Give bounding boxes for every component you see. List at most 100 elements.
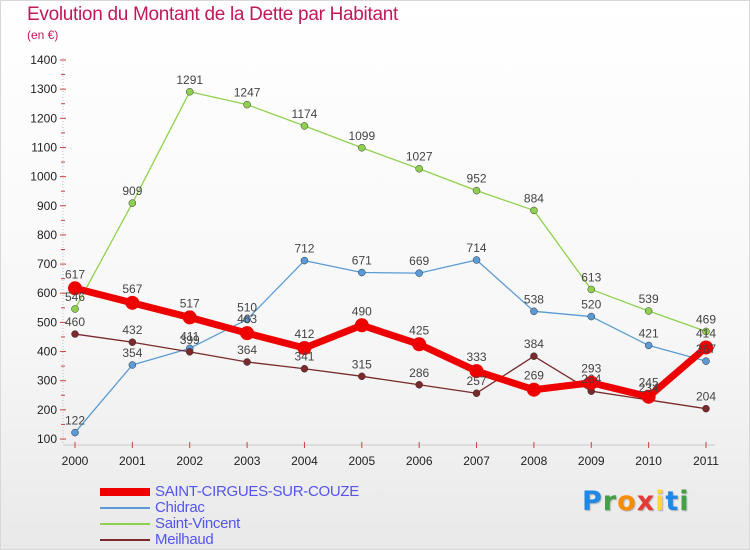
data-point-meilhaud <box>530 352 538 360</box>
data-label-saint-cirgues-sur-couze: 490 <box>352 304 372 318</box>
data-label-chidrac: 354 <box>122 346 142 360</box>
data-point-saint-vincent <box>644 307 653 315</box>
data-label-saint-vincent: 952 <box>467 172 487 186</box>
data-label-meilhaud: 264 <box>581 372 601 386</box>
series-line-meilhaud <box>74 333 707 410</box>
data-point-chidrac <box>128 361 137 369</box>
data-point-meilhaud <box>128 338 137 346</box>
data-point-saint-vincent <box>300 122 309 130</box>
data-label-chidrac: 411 <box>180 329 199 343</box>
y-tick-label: 500 <box>37 315 57 329</box>
legend-swatch <box>100 523 150 525</box>
legend-label: SAINT-CIRGUES-SUR-COUZE <box>155 483 359 500</box>
y-tick-label: 700 <box>37 257 57 271</box>
x-tick-label: 2000 <box>62 454 89 468</box>
x-tick-label: 2006 <box>406 454 433 468</box>
data-point-saint-cirgues-sur-couze <box>412 337 427 352</box>
data-point-saint-cirgues-sur-couze <box>125 295 140 310</box>
data-label-meilhaud: 399 <box>180 333 200 347</box>
data-label-saint-cirgues-sur-couze: 425 <box>409 323 429 337</box>
x-tick-label: 2007 <box>463 454 490 468</box>
y-tick-label: 800 <box>37 228 57 242</box>
data-label-saint-cirgues-sur-couze: 463 <box>237 312 257 326</box>
data-point-chidrac <box>71 428 79 437</box>
y-tick-label: 200 <box>37 403 57 417</box>
data-label-chidrac: 712 <box>294 242 314 256</box>
logo-letter: P <box>582 486 603 517</box>
data-label-meilhaud: 204 <box>696 390 716 404</box>
axes-group: 100 200 300 400 500 600 700 800 900 1000 1100 1200 1… <box>30 53 719 468</box>
data-point-saint-vincent <box>472 186 481 195</box>
data-label-meilhaud: 432 <box>122 323 142 337</box>
data-point-saint-cirgues-sur-couze <box>182 310 197 325</box>
y-tick-label: 100 <box>37 432 57 446</box>
data-point-saint-cirgues-sur-couze <box>469 364 484 379</box>
data-label-meilhaud: 315 <box>352 357 372 371</box>
data-label-chidrac: 122 <box>65 414 85 428</box>
data-label-saint-cirgues-sur-couze: 412 <box>294 327 314 341</box>
data-label-chidrac: 538 <box>524 292 544 306</box>
data-point-meilhaud <box>71 330 79 338</box>
x-tick-label: 2001 <box>119 454 146 468</box>
series-lines <box>68 88 713 437</box>
x-tick-label: 2010 <box>635 454 662 468</box>
y-tick-label: 1000 <box>30 170 57 184</box>
y-tick-label: 400 <box>37 345 57 359</box>
data-point-meilhaud <box>472 389 481 397</box>
legend-label: Meilhaud <box>155 531 214 548</box>
data-point-chidrac <box>472 256 481 264</box>
data-label-saint-cirgues-sur-couze: 293 <box>581 362 601 376</box>
data-point-chidrac <box>358 268 366 277</box>
legend-label: Chidrac <box>155 499 205 516</box>
data-label-meilhaud: 234 <box>639 381 659 395</box>
y-tick-label: 900 <box>37 199 57 213</box>
data-label-saint-vincent: 546 <box>65 290 85 304</box>
chart-subtitle: (en €) <box>27 28 59 42</box>
data-label-chidrac: 669 <box>409 254 429 268</box>
logo-letter: i <box>655 486 666 517</box>
data-label-saint-vincent: 1099 <box>348 129 375 143</box>
data-label-chidrac: 520 <box>581 298 601 312</box>
chart-title: Evolution du Montant de la Dette par Hab… <box>27 4 398 25</box>
data-point-saint-vincent <box>128 199 137 207</box>
data-point-saint-cirgues-sur-couze <box>68 281 82 296</box>
data-point-saint-cirgues-sur-couze <box>584 375 599 390</box>
x-tick-label: 2002 <box>176 454 203 468</box>
data-point-saint-cirgues-sur-couze <box>526 382 541 397</box>
y-tick-label: 1100 <box>31 140 57 154</box>
data-point-meilhaud <box>415 381 423 389</box>
data-point-chidrac <box>415 269 423 277</box>
logo-letter: t <box>665 486 680 517</box>
data-label-saint-vincent: 1247 <box>234 86 261 100</box>
data-label-chidrac: 510 <box>237 300 257 314</box>
data-label-meilhaud: 384 <box>524 337 544 351</box>
series-line-saint-cirgues-sur-couze <box>71 284 710 401</box>
data-label-saint-vincent: 909 <box>122 184 142 198</box>
data-label-saint-cirgues-sur-couze: 414 <box>696 326 716 340</box>
data-point-saint-vincent <box>530 206 538 215</box>
data-point-saint-vincent <box>415 164 423 173</box>
data-label-chidrac: 671 <box>352 254 372 268</box>
data-point-saint-vincent <box>358 144 366 152</box>
y-tick-label: 1400 <box>30 53 57 67</box>
data-point-saint-cirgues-sur-couze <box>240 326 255 341</box>
data-point-meilhaud <box>702 404 710 413</box>
x-tick-label: 2009 <box>578 454 605 468</box>
data-point-saint-cirgues-sur-couze <box>297 341 312 356</box>
legend-label: Saint-Vincent <box>155 515 241 532</box>
legend-swatch <box>100 539 150 541</box>
data-point-meilhaud <box>358 372 366 381</box>
data-point-chidrac <box>530 307 538 316</box>
data-label-saint-cirgues-sur-couze: 617 <box>65 267 85 281</box>
y-tick-label: 1200 <box>30 111 57 125</box>
data-point-saint-vincent <box>71 305 79 313</box>
series-line-saint-vincent <box>74 91 707 333</box>
data-label-saint-cirgues-sur-couze: 517 <box>180 296 200 310</box>
logo-letter: i <box>679 486 690 517</box>
proxiti-logo: Proxiti <box>582 486 690 517</box>
data-label-saint-vincent: 884 <box>524 191 544 205</box>
data-point-chidrac <box>300 256 309 265</box>
y-tick-label: 600 <box>37 286 57 300</box>
